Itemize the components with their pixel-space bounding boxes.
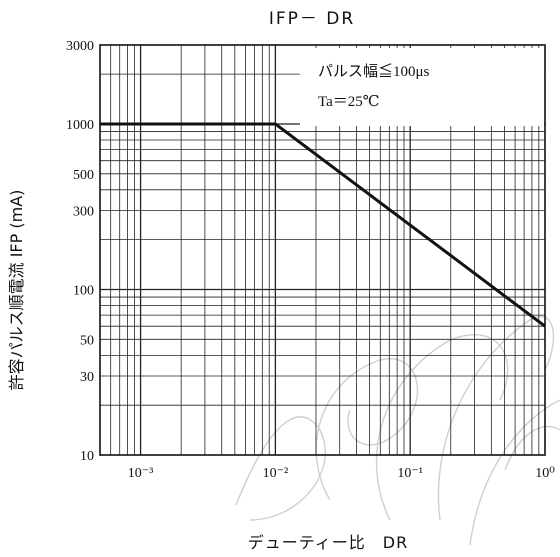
grid: [100, 45, 545, 455]
x-tick-label: 10⁻³: [128, 466, 154, 481]
annotation-box: [300, 48, 544, 126]
chart-title: IFP－ DR: [269, 9, 355, 29]
x-tick-label: 10⁻¹: [397, 466, 423, 481]
x-axis-label: デューティー比 DR: [248, 533, 408, 552]
y-axis-label: 許容パルス順電流 IFP (mA): [7, 190, 26, 391]
x-tick-labels: 10⁻³ 10⁻² 10⁻¹ 10⁰: [128, 466, 555, 481]
y-tick-label: 3000: [66, 39, 94, 54]
series-layer: [100, 122, 546, 328]
y-tick-label: 300: [73, 205, 94, 220]
x-tick-label: 10⁰: [535, 466, 555, 481]
watermark-strokes: [235, 315, 560, 546]
annotation-pulse-width: パルス幅≦100μs: [318, 63, 430, 80]
y-tick-label: 100: [73, 283, 94, 298]
plot-area: [99, 44, 546, 456]
y-tick-label: 1000: [66, 118, 94, 133]
y-tick-label: 50: [80, 333, 94, 348]
y-tick-label: 30: [80, 370, 94, 385]
y-tick-label: 500: [73, 168, 94, 183]
annotation-temperature: Ta＝25℃: [318, 94, 380, 110]
series-line: [100, 122, 546, 328]
x-tick-label: 10⁻²: [263, 466, 289, 481]
y-tick-label: 10: [80, 449, 94, 464]
y-tick-labels: 3000 1000 500 300 100 50 30 10: [66, 39, 94, 464]
